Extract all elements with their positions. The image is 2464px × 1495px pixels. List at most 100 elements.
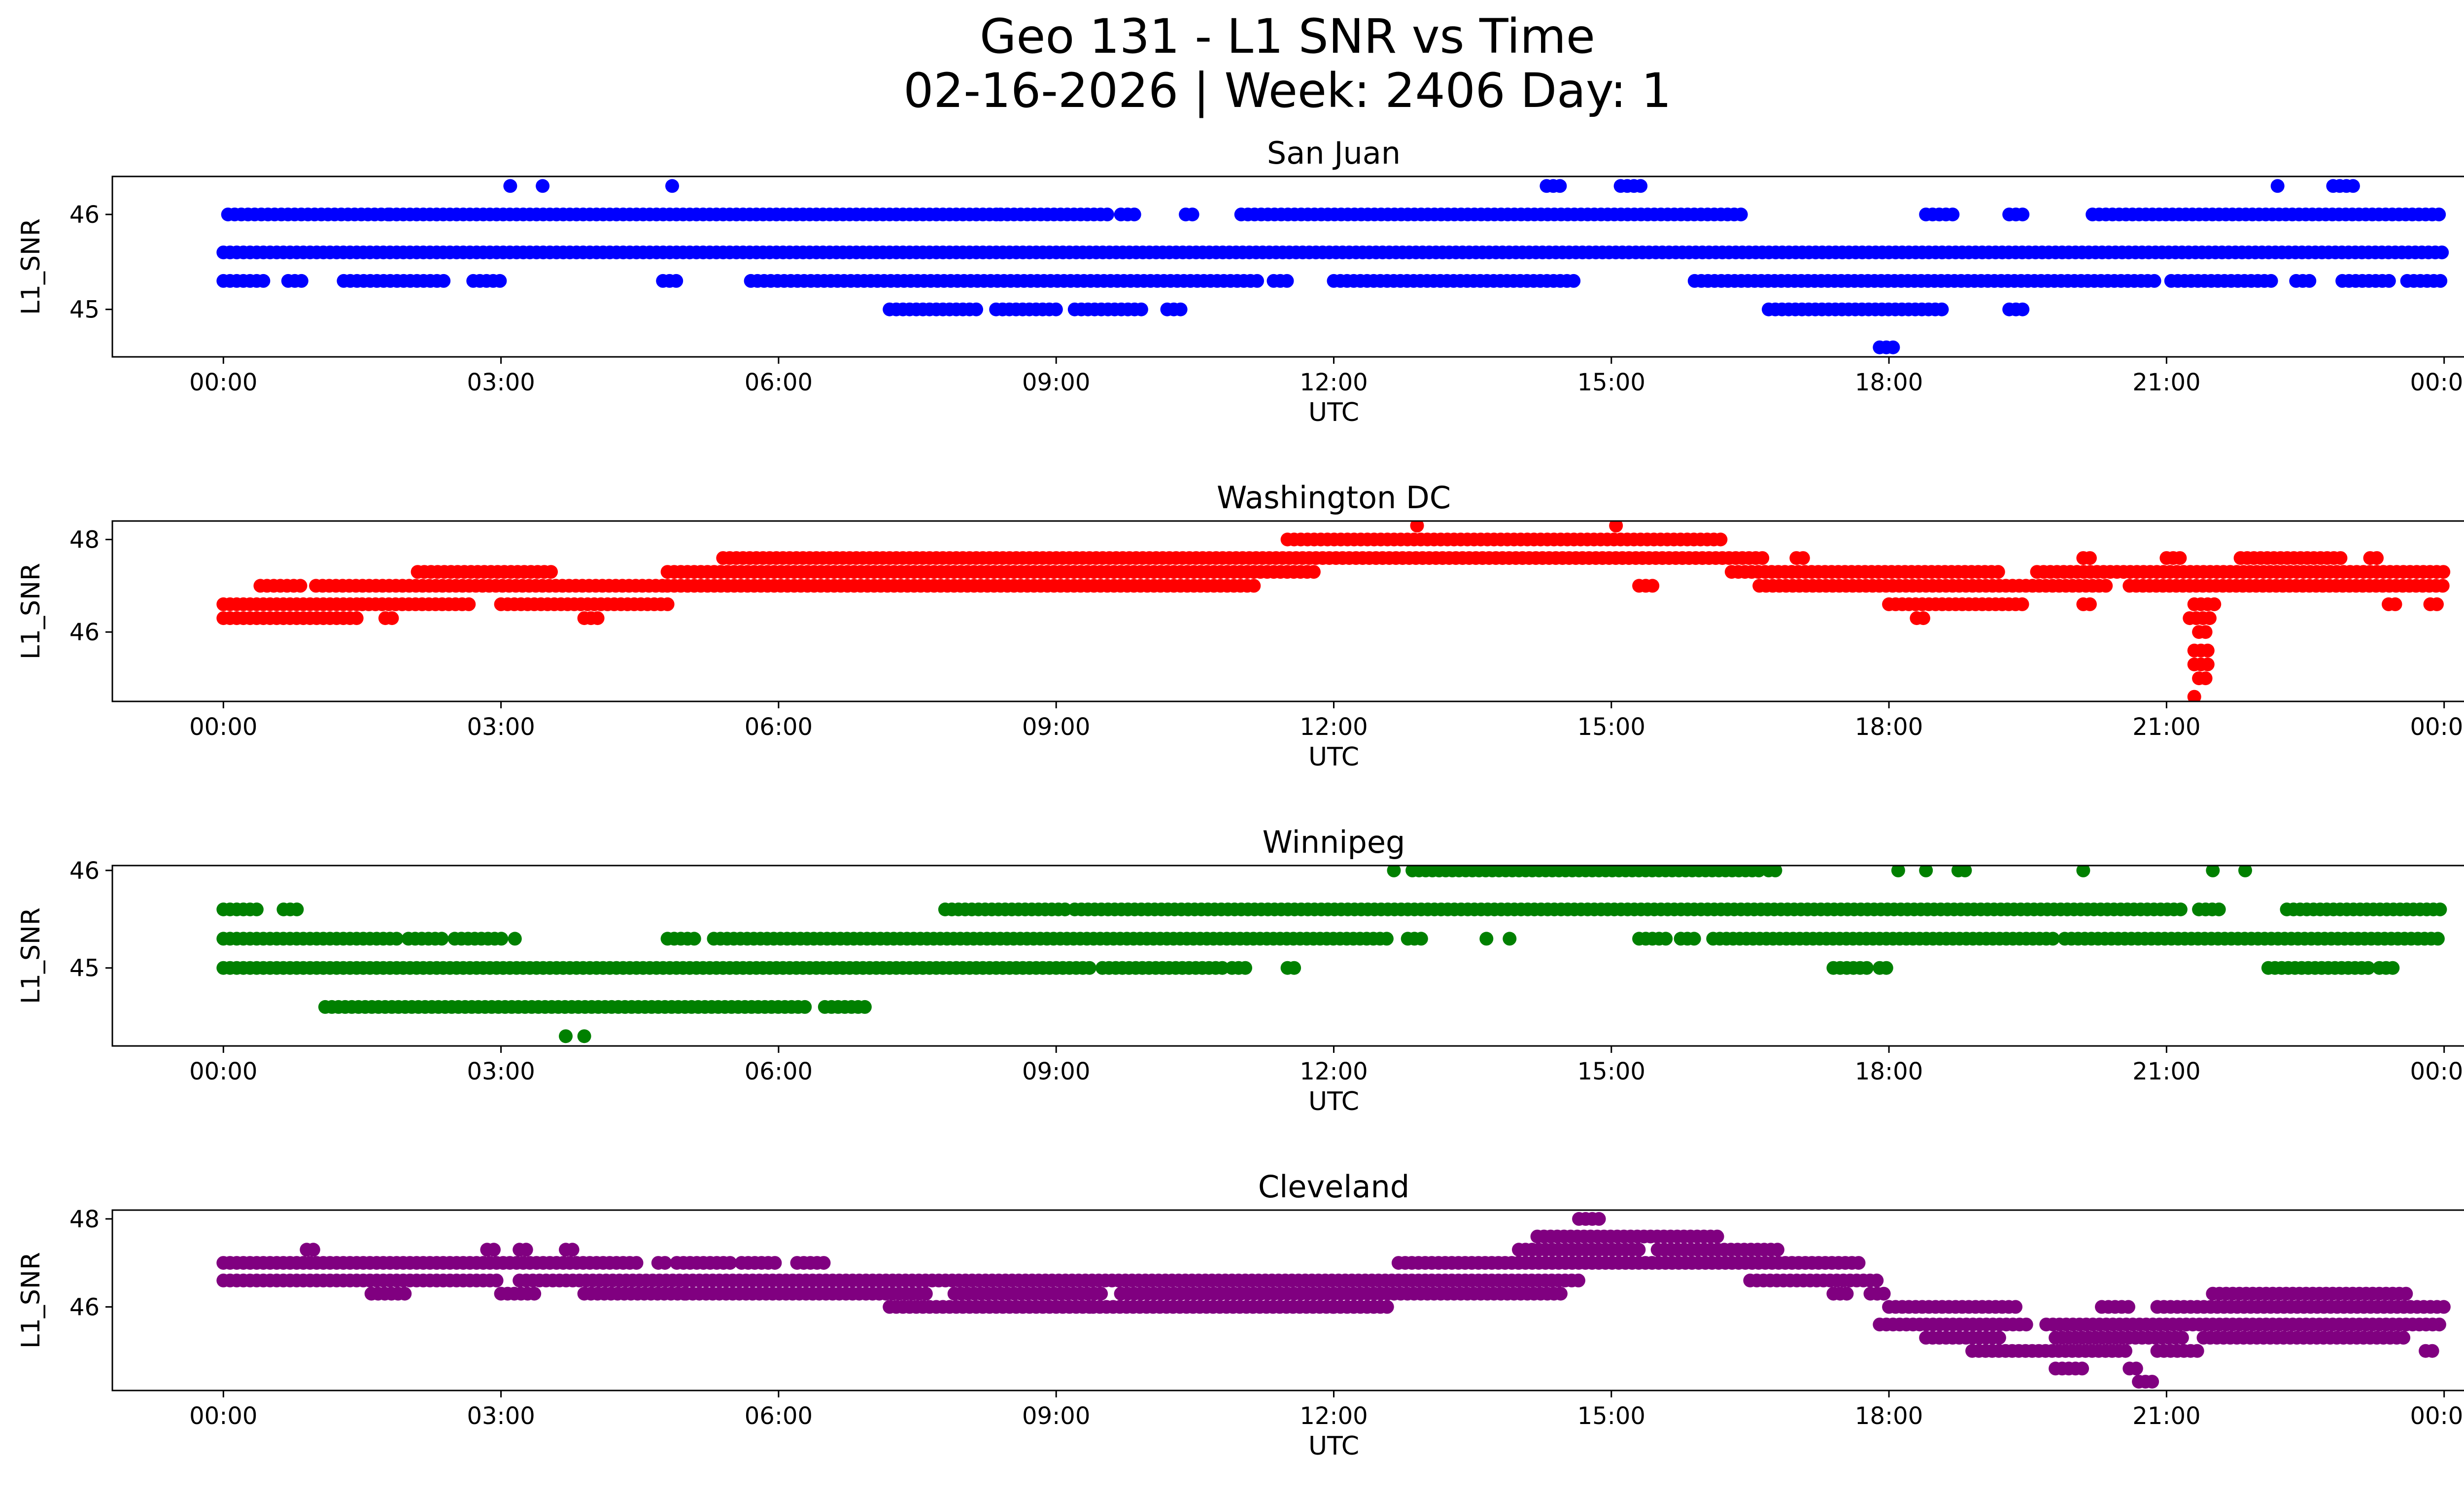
data-point <box>1215 961 1230 975</box>
san-juan-points <box>216 179 2449 354</box>
data-point <box>2015 597 2029 611</box>
data-point <box>1687 932 1701 946</box>
data-point <box>1479 932 1494 946</box>
data-point <box>1058 903 1072 916</box>
y-tick-label: 46 <box>69 619 100 646</box>
data-point <box>494 932 509 946</box>
data-point <box>723 1256 737 1270</box>
data-point <box>817 1256 831 1270</box>
washington-dc-title: Washington DC <box>1217 480 1451 516</box>
data-point <box>577 1029 591 1043</box>
x-tick-label: 18:00 <box>1855 713 1923 741</box>
data-point <box>2302 274 2317 288</box>
x-tick-label: 21:00 <box>2132 713 2200 741</box>
x-tick-label: 12:00 <box>1300 369 1368 396</box>
san-juan-axes-frame <box>111 175 2464 358</box>
data-point <box>1280 274 1294 288</box>
data-point <box>2212 903 2226 916</box>
x-tick-label: 03:00 <box>467 1058 535 1085</box>
x-tick-label: 12:00 <box>1300 713 1368 741</box>
x-tick-label: 21:00 <box>2132 369 2200 396</box>
data-point <box>1768 866 1782 877</box>
data-point <box>2202 611 2217 626</box>
data-point <box>1734 208 1748 222</box>
data-point <box>1572 1273 1585 1287</box>
data-point <box>658 1256 672 1270</box>
data-point <box>1609 521 1623 533</box>
washington-dc-panel: Washington DC 00:00 03:00 06:00 09:00 12:00 15… <box>16 480 2464 772</box>
data-point <box>2119 1344 2132 1358</box>
data-point <box>969 302 983 316</box>
x-tick-label: 00:00 <box>2410 1402 2464 1430</box>
data-point <box>2333 551 2348 565</box>
data-point <box>1645 579 1660 593</box>
cleveland-title: Cleveland <box>1258 1169 1409 1205</box>
washington-dc-points <box>216 521 2451 701</box>
x-tick-label: 15:00 <box>1577 1402 1645 1430</box>
x-tick-label: 06:00 <box>745 369 813 396</box>
data-point <box>290 903 304 916</box>
data-point <box>1991 565 2005 579</box>
data-point <box>798 1000 812 1014</box>
data-point <box>306 1243 320 1257</box>
data-point <box>1916 611 1930 626</box>
data-point <box>487 1243 501 1257</box>
data-point <box>2016 302 2030 316</box>
y-tick-label: 46 <box>69 857 100 885</box>
data-point <box>1840 1286 1854 1301</box>
x-tick-label: 15:00 <box>1577 369 1645 396</box>
data-point <box>2270 179 2285 193</box>
data-point <box>2016 208 2030 222</box>
x-tick-label: 21:00 <box>2132 1402 2200 1430</box>
data-point <box>256 274 271 288</box>
data-point <box>2207 597 2222 611</box>
data-point <box>2046 932 2060 946</box>
data-point <box>1713 532 1728 547</box>
data-point <box>398 1286 412 1301</box>
data-point <box>1710 1229 1724 1244</box>
data-point <box>1958 866 1972 877</box>
y-tick-label: 45 <box>69 955 100 982</box>
x-tick-label: 09:00 <box>1022 713 1090 741</box>
data-point <box>2083 551 2097 565</box>
data-point <box>1387 866 1401 877</box>
data-point <box>669 274 684 288</box>
data-point <box>1082 961 1096 975</box>
data-point <box>2075 1361 2089 1376</box>
x-tick-label: 03:00 <box>467 369 535 396</box>
data-point <box>1771 1243 1784 1257</box>
data-point <box>1992 1330 2006 1345</box>
x-tick-label: 18:00 <box>1855 369 1923 396</box>
winnipeg-points <box>216 866 2447 1043</box>
data-point <box>2432 208 2446 222</box>
data-point <box>435 932 449 946</box>
data-point <box>2129 1361 2143 1376</box>
x-tick-label: 00:00 <box>189 1402 257 1430</box>
data-point <box>1870 1273 1884 1287</box>
data-point <box>565 1243 580 1257</box>
x-tick-label: 06:00 <box>745 713 813 741</box>
data-point <box>660 597 675 611</box>
data-point <box>1553 1286 1568 1301</box>
data-point <box>1634 179 1648 193</box>
data-point <box>544 565 558 579</box>
data-point <box>2436 565 2451 579</box>
data-point <box>559 1029 573 1043</box>
data-point <box>2430 597 2444 611</box>
winnipeg-panel: Winnipeg 00:00 03:00 06:00 09:00 12:00 15:00 18… <box>16 824 2464 1116</box>
x-tick-label: 00:00 <box>189 713 257 741</box>
data-point <box>1553 179 1567 193</box>
x-tick-label: 00:00 <box>189 369 257 396</box>
data-point <box>2122 1300 2135 1314</box>
data-point <box>1414 932 1428 946</box>
data-point <box>1891 866 1905 877</box>
x-tick-label: 15:00 <box>1577 1058 1645 1085</box>
winnipeg-axes-frame <box>111 865 2464 1047</box>
data-point <box>2382 274 2396 288</box>
data-point <box>2346 179 2360 193</box>
data-point <box>2436 1300 2451 1314</box>
data-point <box>1567 274 1581 288</box>
data-point <box>1306 565 1321 579</box>
data-point <box>1173 302 1188 316</box>
